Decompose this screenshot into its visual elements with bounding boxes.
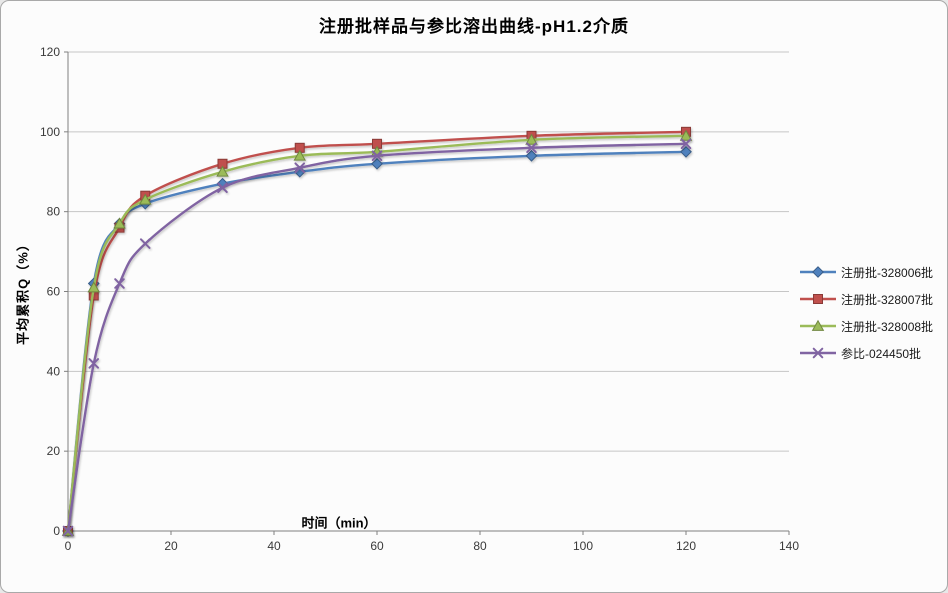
marker-triangle [811, 319, 825, 331]
legend: 注册批-328006批 注册批-328007批 注册批-328008批 参比-0244… [800, 262, 933, 363]
series-line-0 [66, 150, 687, 532]
y-tick-label: 120 [40, 45, 60, 59]
x-tick-label: 0 [65, 539, 72, 553]
series-2 [61, 129, 693, 536]
x-tick-label: 80 [473, 539, 487, 553]
legend-item-2: 注册批-328008批 [800, 316, 933, 336]
y-tick-label: 80 [47, 205, 61, 219]
x-tick-label: 120 [676, 539, 696, 553]
marker-x [217, 182, 228, 194]
marker-diamond [680, 145, 692, 158]
marker-x [680, 138, 692, 150]
marker-x [139, 238, 151, 249]
legend-label: 参比-024450批 [841, 346, 922, 361]
marker-x [812, 347, 824, 359]
marker-triangle [293, 149, 307, 161]
marker-diamond [812, 266, 824, 278]
series-line-2 [66, 134, 687, 532]
y-tick-label: 0 [53, 524, 60, 538]
legend-marker-diamond-icon [800, 266, 836, 278]
chart-title: 注册批样品与参比溶出曲线-pH1.2介质 [319, 17, 629, 36]
y-tick-label: 40 [47, 364, 61, 378]
x-tick-label: 40 [267, 539, 281, 553]
legend-label: 注册批-328006批 [841, 265, 934, 280]
series-0 [62, 145, 692, 537]
x-tick-label: 60 [370, 539, 384, 553]
legend-marker-square-icon [800, 294, 836, 304]
series-1 [63, 126, 691, 536]
legend-marker-triangle-icon [800, 319, 836, 331]
marker-x [294, 162, 306, 174]
legend-item-3: 参比-024450批 [800, 343, 933, 363]
marker-square [813, 294, 823, 304]
marker-x [526, 142, 537, 154]
marker-diamond [371, 157, 383, 170]
x-axis-title: 时间（min） [301, 515, 377, 531]
marker-x [114, 278, 125, 289]
marker-x [88, 358, 100, 369]
series-line-3 [66, 142, 687, 532]
series-3 [62, 138, 692, 537]
marker-diamond [525, 149, 538, 162]
marker-triangle [87, 281, 101, 293]
legend-item-1: 注册批-328007批 [800, 289, 933, 309]
y-tick-label: 20 [47, 444, 61, 458]
legend-marker-x-icon [800, 347, 836, 359]
y-axis-title: 平均累积Q（%） [15, 237, 31, 345]
marker-triangle [113, 217, 126, 229]
marker-x [62, 525, 74, 537]
x-tick-label: 100 [573, 539, 593, 553]
marker-triangle [679, 129, 693, 141]
x-tick-label: 140 [779, 539, 799, 553]
marker-x [371, 150, 383, 162]
legend-label: 注册批-328008批 [841, 319, 934, 334]
y-tick-label: 60 [47, 285, 61, 299]
legend-item-0: 注册批-328006批 [800, 262, 933, 282]
x-tick-label: 20 [164, 539, 178, 553]
legend-label: 注册批-328007批 [841, 292, 934, 307]
marker-triangle [525, 133, 538, 145]
marker-triangle [138, 193, 152, 205]
y-tick-label: 100 [40, 125, 60, 139]
marker-triangle [216, 165, 229, 177]
